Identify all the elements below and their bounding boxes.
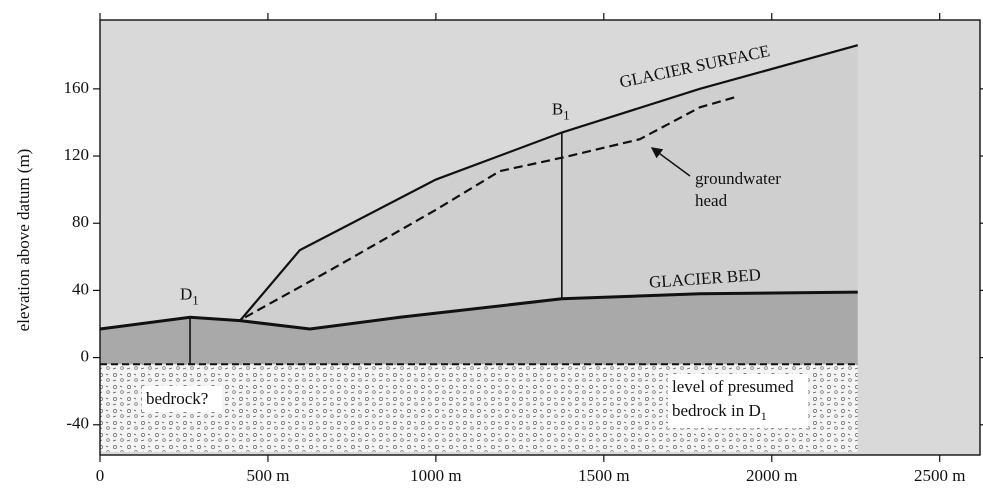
y-tick-label: -40 xyxy=(66,414,89,433)
bedrock-label: bedrock? xyxy=(146,389,208,408)
x-tick-label: 2500 m xyxy=(914,466,965,485)
x-tick-label: 500 m xyxy=(246,466,289,485)
groundwater-label: head xyxy=(695,191,728,210)
x-tick-label: 1000 m xyxy=(410,466,461,485)
series-line xyxy=(99,290,858,331)
y-tick-label: 120 xyxy=(64,145,90,164)
borehole-sub: 1 xyxy=(563,108,570,123)
y-tick-label: 0 xyxy=(81,346,90,365)
series-line xyxy=(244,96,736,319)
borehole-name: D xyxy=(180,284,192,303)
y-axis-label: elevation above datum (m) xyxy=(14,149,33,332)
borehole-name: B xyxy=(552,99,563,118)
series-line xyxy=(239,44,859,322)
borehole-label: D1 xyxy=(180,284,199,307)
ice-fill xyxy=(240,45,858,330)
level-label: level of presumed xyxy=(672,377,794,396)
label-box xyxy=(142,386,222,412)
borehole-sub: 1 xyxy=(192,292,199,307)
y-tick-label: 80 xyxy=(72,212,89,231)
level-label-sub: 1 xyxy=(761,409,767,423)
y-tick-label: 40 xyxy=(72,279,89,298)
plot-frame xyxy=(99,19,981,456)
y-tick-label: 160 xyxy=(64,78,90,97)
x-tick-label: 0 xyxy=(96,466,105,485)
borehole-label: B1 xyxy=(552,99,570,122)
x-tick-label: 1500 m xyxy=(578,466,629,485)
level-label-text: bedrock in D xyxy=(672,401,761,420)
level-label: bedrock in D1 xyxy=(672,401,767,423)
x-tick-label: 2000 m xyxy=(746,466,797,485)
bed-fill xyxy=(100,292,858,365)
annotation-arrow xyxy=(650,147,691,177)
groundwater-label: groundwater xyxy=(695,169,781,188)
label-box xyxy=(668,374,808,428)
